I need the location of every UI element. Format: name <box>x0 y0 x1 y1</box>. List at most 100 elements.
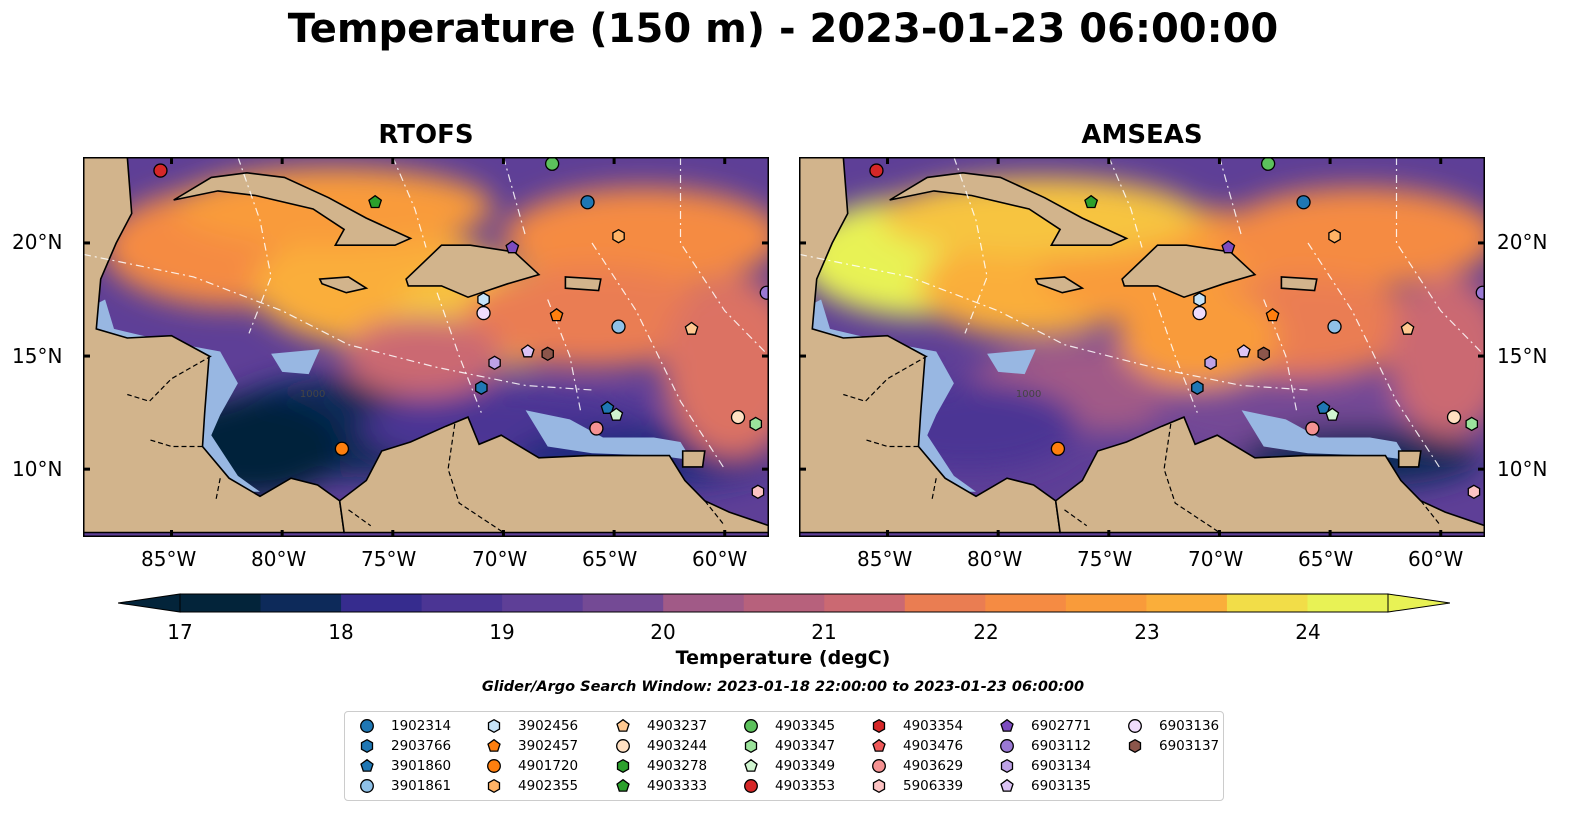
lat-tick-label: 15°N <box>1497 344 1548 368</box>
legend-marker <box>1000 739 1014 753</box>
legend-marker-icon <box>487 738 501 752</box>
legend-marker-icon <box>1128 719 1142 733</box>
legend-label: 3901860 <box>391 758 452 774</box>
legend-marker <box>1000 718 1014 732</box>
profile-marker <box>1257 346 1270 362</box>
colorbar-segment <box>1307 594 1389 612</box>
legend-item: 6903135 <box>999 776 1091 796</box>
legend-marker <box>360 719 374 733</box>
legend-item: 4903333 <box>615 776 707 796</box>
legend-marker <box>744 738 758 754</box>
eez-boundary <box>83 253 593 391</box>
land-cuba <box>173 171 413 246</box>
legend-item: 2903766 <box>359 736 451 756</box>
legend-label: 3901861 <box>391 778 452 794</box>
legend-label: 4901720 <box>518 758 579 774</box>
legend-label: 4903345 <box>775 718 836 734</box>
eez-boundary <box>1152 292 1198 413</box>
colorbar-segment <box>502 594 584 612</box>
lon-tick-label: 85°W <box>141 547 197 571</box>
colorbar-segment <box>904 594 986 612</box>
legend-marker <box>744 719 758 733</box>
colorbar-segment <box>985 594 1067 612</box>
profile-marker <box>1221 240 1236 254</box>
lon-tick-label: 85°W <box>857 547 913 571</box>
legend-marker-icon <box>616 758 630 774</box>
eez-boundary <box>591 242 726 470</box>
profile-marker <box>580 195 595 210</box>
panel-title-rtofs: RTOFS <box>378 120 474 150</box>
legend-label: 4903354 <box>903 718 964 734</box>
legend-label: 4903237 <box>647 718 708 734</box>
legend-item: 6903134 <box>999 756 1091 776</box>
country-border <box>149 439 203 448</box>
rtofs-map: 1000 <box>83 157 769 537</box>
legend-item: 3902456 <box>486 716 578 736</box>
amseas-map: 1000 <box>799 157 1485 537</box>
legend-label: 6903136 <box>1159 718 1220 734</box>
legend-marker-icon <box>616 739 630 753</box>
country-border <box>1420 500 1442 527</box>
profile-marker <box>869 163 884 178</box>
eez-boundary <box>436 292 482 413</box>
panel-title-amseas: AMSEAS <box>1081 120 1203 150</box>
legend-marker <box>487 738 501 752</box>
eez-boundary <box>392 157 427 248</box>
legend-marker <box>1000 778 1014 792</box>
legend-marker <box>872 778 886 794</box>
profile-marker <box>1260 157 1276 171</box>
country-border <box>865 439 919 448</box>
legend-item: 4903353 <box>743 776 835 796</box>
legend-marker-icon <box>360 719 374 733</box>
profile-marker <box>1193 292 1206 307</box>
lat-tick-label: 20°N <box>12 230 63 254</box>
figure-title: Temperature (150 m) - 2023-01-23 06:00:0… <box>287 6 1279 52</box>
legend-item: 3901861 <box>359 776 451 796</box>
colorbar-tick-label: 18 <box>328 620 354 644</box>
profile-marker <box>1204 355 1217 371</box>
profile-marker <box>1236 344 1251 358</box>
land-hispaniola <box>1121 244 1257 299</box>
legend-item: 3901860 <box>359 756 451 776</box>
land-trinidad <box>681 450 706 468</box>
legend-label: 3902457 <box>518 738 579 754</box>
legend-item: 4903629 <box>871 756 963 776</box>
legend-marker-icon <box>744 758 758 772</box>
legend-label: 2903766 <box>391 738 452 754</box>
profile-marker <box>475 380 488 395</box>
colorbar-segment <box>180 594 262 612</box>
colorbar-segment <box>582 594 664 612</box>
shallow-water <box>271 349 320 375</box>
profile-marker <box>1316 400 1331 414</box>
profile-marker <box>759 285 769 300</box>
colorbar-segment <box>824 594 906 612</box>
profile-marker <box>751 484 765 500</box>
colorbar <box>118 593 1450 613</box>
colorbar-segment <box>1065 594 1147 612</box>
legend-label: 4902355 <box>518 778 579 794</box>
legend-item: 1902314 <box>359 716 451 736</box>
legend-marker-icon <box>1000 739 1014 753</box>
profile-marker <box>1327 319 1342 334</box>
colorbar-extend-low <box>118 593 181 613</box>
profile-marker <box>1296 195 1311 210</box>
colorbar-tick-label: 22 <box>973 620 999 644</box>
profile-marker <box>1475 285 1485 300</box>
profile-marker <box>488 355 501 371</box>
profile-marker <box>1050 441 1066 456</box>
land-cuba <box>889 171 1129 246</box>
lon-tick-label: 65°W <box>582 547 638 571</box>
map-frame <box>799 157 1485 537</box>
legend-marker-icon <box>360 779 374 793</box>
country-border <box>843 355 928 402</box>
legend-marker-icon <box>1000 758 1014 774</box>
lon-tick-label: 70°W <box>472 547 528 571</box>
legend-marker <box>1128 719 1142 733</box>
legend-label: 4903278 <box>647 758 708 774</box>
land-puertorico <box>564 276 602 292</box>
legend-marker <box>1128 738 1142 754</box>
profile-marker <box>612 228 625 244</box>
legend-item: 4903278 <box>615 756 707 776</box>
legend-marker <box>744 779 758 793</box>
colorbar-tick-label: 24 <box>1295 620 1321 644</box>
